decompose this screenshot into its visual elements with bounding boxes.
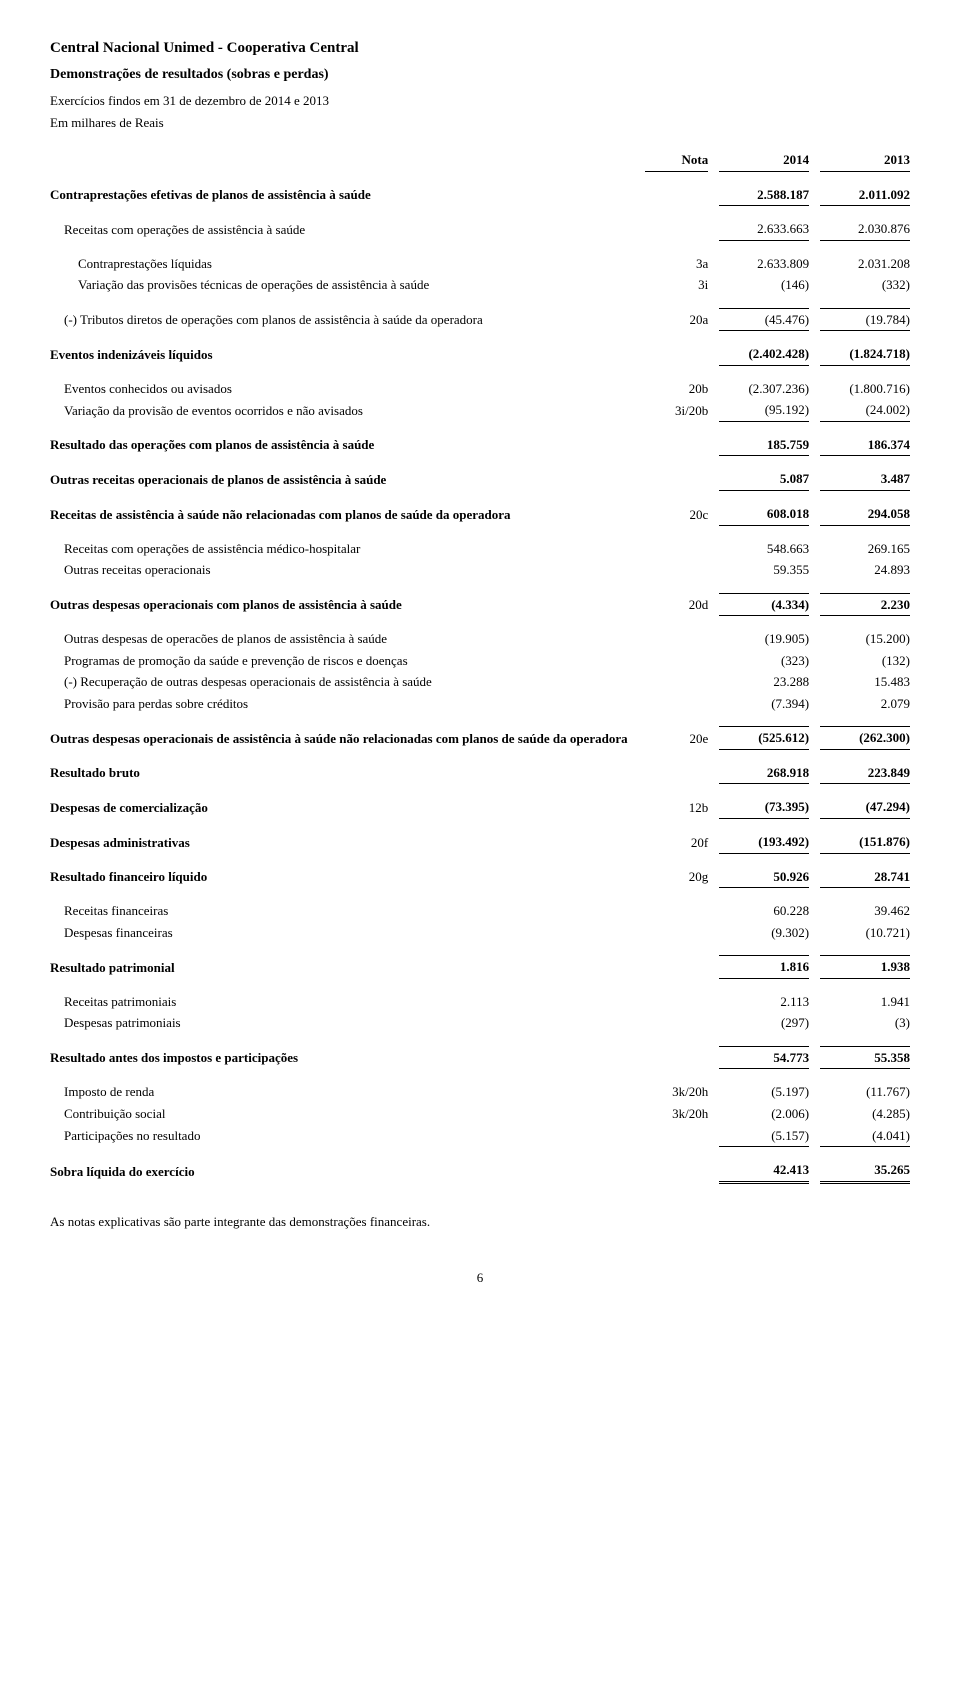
line-receitas-op-assist: Receitas com operações de assistência à … — [50, 218, 910, 240]
line-sobra-liquida: Sobra líquida do exercício 42.413 35.265 — [50, 1159, 910, 1182]
line-contraprest-liq: Contraprestações líquidas 3a 2.633.809 2… — [50, 253, 910, 275]
line-tributos-diretos: (-) Tributos diretos de operações com pl… — [50, 308, 910, 331]
line-rec-assist-nao-rel: Receitas de assistência à saúde não rela… — [50, 503, 910, 525]
line-resultado-bruto: Resultado bruto 268.918 223.849 — [50, 762, 910, 784]
line-desp-financeiras: Despesas financeiras (9.302) (10.721) — [50, 922, 910, 944]
col-2014: 2014 — [719, 149, 809, 171]
line-contraprestacoes: Contraprestações efetivas de planos de a… — [50, 184, 910, 206]
line-outras-desp-op-planos: Outras despesas operacionais com planos … — [50, 593, 910, 616]
income-statement-table: Nota 2014 2013 Contraprestações efetivas… — [50, 149, 910, 1184]
line-imposto-renda: Imposto de renda 3k/20h (5.197) (11.767) — [50, 1081, 910, 1103]
line-eventos-indeniz: Eventos indenizáveis líquidos (2.402.428… — [50, 343, 910, 365]
footnote: As notas explicativas são parte integran… — [50, 1214, 910, 1230]
line-var-prov-tec: Variação das provisões técnicas de opera… — [50, 274, 910, 296]
statement-title: Demonstrações de resultados (sobras e pe… — [50, 67, 910, 83]
line-desp-comercializacao: Despesas de comercialização 12b (73.395)… — [50, 796, 910, 818]
line-resultado-op-planos: Resultado das operações com planos de as… — [50, 434, 910, 456]
line-rec-medico-hosp: Receitas com operações de assistência mé… — [50, 538, 910, 560]
unit-line: Em milhares de Reais — [50, 115, 910, 131]
line-recup-outras-desp: (-) Recuperação de outras despesas opera… — [50, 671, 910, 693]
line-od-operacoes: Outras despesas de operacões de planos d… — [50, 628, 910, 650]
company-name: Central Nacional Unimed - Cooperativa Ce… — [50, 40, 910, 57]
line-desp-patrimoniais: Despesas patrimoniais (297) (3) — [50, 1012, 910, 1034]
line-desp-admin: Despesas administrativas 20f (193.492) (… — [50, 831, 910, 853]
page-number: 6 — [50, 1270, 910, 1286]
line-rec-patrimoniais: Receitas patrimoniais 2.113 1.941 — [50, 991, 910, 1013]
period-line: Exercícios findos em 31 de dezembro de 2… — [50, 93, 910, 109]
line-outras-rec-op-planos: Outras receitas operacionais de planos d… — [50, 468, 910, 490]
line-contrib-social: Contribuição social 3k/20h (2.006) (4.28… — [50, 1103, 910, 1125]
line-outras-rec-op: Outras receitas operacionais 59.355 24.8… — [50, 559, 910, 581]
line-outras-desp-nao-rel: Outras despesas operacionais de assistên… — [50, 727, 910, 750]
line-resultado-fin-liq: Resultado financeiro líquido 20g 50.926 … — [50, 866, 910, 888]
line-participacoes: Participações no resultado (5.157) (4.04… — [50, 1125, 910, 1147]
line-rec-financeiras: Receitas financeiras 60.228 39.462 — [50, 900, 910, 922]
table-header-row: Nota 2014 2013 — [50, 149, 910, 171]
col-2013: 2013 — [820, 149, 910, 171]
line-res-antes-impostos: Resultado antes dos impostos e participa… — [50, 1046, 910, 1069]
line-programas-promocao: Programas de promoção da saúde e prevenç… — [50, 650, 910, 672]
col-nota: Nota — [645, 149, 709, 171]
line-eventos-conhecidos: Eventos conhecidos ou avisados 20b (2.30… — [50, 378, 910, 400]
line-var-prov-eventos: Variação da provisão de eventos ocorrido… — [50, 399, 910, 421]
line-resultado-patrimonial: Resultado patrimonial 1.816 1.938 — [50, 956, 910, 979]
line-prov-perdas-cred: Provisão para perdas sobre créditos (7.3… — [50, 693, 910, 715]
